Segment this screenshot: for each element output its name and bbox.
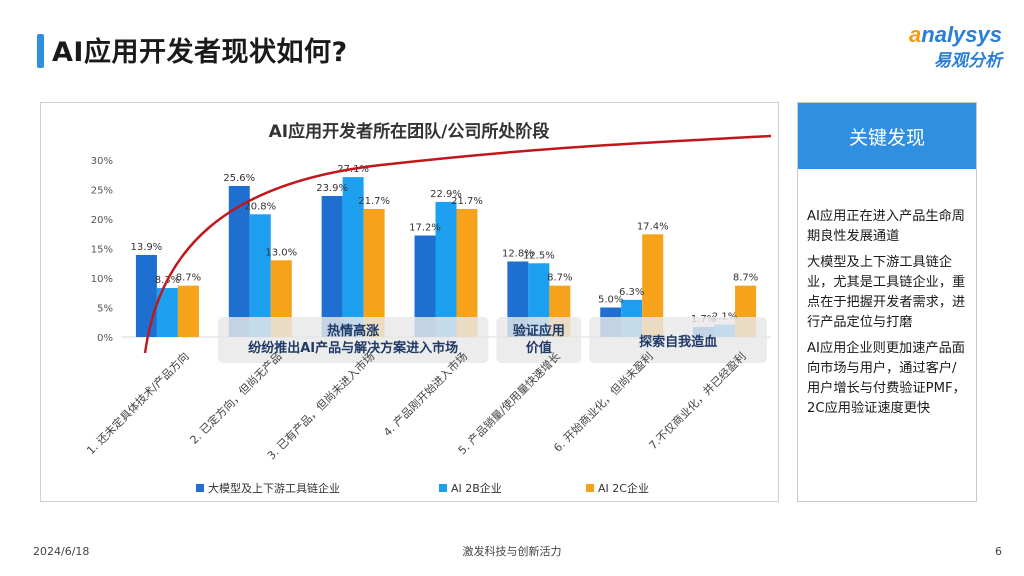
annotation-box	[589, 317, 767, 363]
bar	[363, 208, 385, 337]
x-tick-label: 3. 已有产品，但尚未进入市场	[264, 349, 377, 462]
page-title: AI应用开发者现状如何?	[52, 37, 348, 68]
y-tick-label: 25%	[91, 186, 113, 197]
finding-item: 大模型及上下游工具链企业，尤其是工具链企业，重点在于把握开发者需求，进行产品定位…	[807, 255, 966, 330]
x-tick-label: 1. 还未定具体技术/产品方向	[84, 349, 192, 457]
title-accent-bar	[37, 34, 44, 68]
key-findings-header: 关键发现	[798, 103, 976, 169]
bar-value-label: 13.9%	[131, 242, 163, 253]
bar	[435, 201, 457, 337]
bar-value-label: 17.2%	[409, 223, 441, 234]
legend-swatch	[196, 484, 204, 492]
bar	[156, 288, 178, 337]
bar	[249, 214, 271, 337]
trend-curve	[143, 134, 772, 354]
x-tick-label: 2. 已定方向，但尚无产品	[187, 349, 285, 447]
legend-swatch	[586, 484, 594, 492]
legend-label: AI 2B企业	[451, 481, 502, 495]
legend-label: AI 2C企业	[598, 481, 649, 495]
key-findings-body: AI应用正在进入产品生命周期良性发展通道 大模型及上下游工具链企业，尤其是工具链…	[798, 169, 976, 419]
chart-container: AI应用开发者所在团队/公司所处阶段 0% 5% 10% 15% 20% 25% 30% 1…	[40, 102, 779, 502]
chart-title: AI应用开发者所在团队/公司所处阶段	[269, 121, 550, 142]
x-tick-label: 5. 产品销量/使用量快速增长	[455, 349, 563, 457]
bar-value-label: 17.4%	[637, 221, 669, 232]
bar-value-label: 21.7%	[358, 196, 390, 207]
y-tick-label: 10%	[91, 274, 113, 285]
bar	[177, 285, 199, 337]
footer-date: 2024/6/18	[33, 545, 90, 558]
bar-value-label: 13.0%	[265, 247, 297, 258]
bar	[342, 177, 364, 337]
y-tick-label: 30%	[91, 156, 113, 167]
finding-item: AI应用企业则更加速产品面向市场与用户，通过客户/用户增长与付费验证PMF，2C…	[807, 341, 966, 416]
annotation-text: 纷纷推出AI产品与解决方案进入市场	[248, 340, 458, 356]
bar	[135, 254, 157, 337]
x-tick-label: 7.不仅商业化，并已经盈利	[646, 349, 749, 452]
y-tick-label: 20%	[91, 215, 113, 226]
annotation-text: 热情高涨	[327, 323, 379, 339]
logo-chinese-name: 易观分析	[934, 51, 1002, 71]
finding-item: AI应用正在进入产品生命周期良性发展通道	[807, 209, 965, 244]
key-findings-panel: 关键发现 AI应用正在进入产品生命周期良性发展通道 大模型及上下游工具链企业，尤…	[797, 102, 977, 502]
bar-value-label: 20.8%	[244, 201, 276, 212]
bar-value-label: 8.7%	[547, 273, 572, 284]
bar-chart: AI应用开发者所在团队/公司所处阶段 0% 5% 10% 15% 20% 25% 30% 1…	[84, 121, 772, 495]
logo-wordmark: analysys	[909, 22, 1002, 47]
y-tick-label: 5%	[97, 304, 113, 315]
bar-value-label: 8.7%	[733, 273, 758, 284]
annotation-text: 价值	[526, 340, 552, 356]
bar-value-label: 12.8%	[502, 248, 534, 259]
bar-value-label: 25.6%	[223, 173, 255, 184]
bar-value-label: 6.3%	[619, 287, 644, 298]
annotation-box	[496, 317, 582, 363]
analysys-logo: analysys 易观分析	[909, 22, 1002, 71]
bar-value-label: 5.0%	[598, 295, 623, 306]
y-tick-label: 0%	[97, 333, 113, 344]
annotation-box	[217, 317, 489, 363]
annotation-text: 验证应用	[513, 323, 565, 339]
bar-value-label: 21.7%	[451, 196, 483, 207]
page-number: 6	[995, 545, 1002, 558]
bar	[228, 185, 250, 337]
y-tick-label: 15%	[91, 245, 113, 256]
bar	[456, 208, 478, 337]
bar	[414, 235, 436, 337]
x-tick-label: 6. 开始商业化，但尚未盈利	[550, 349, 655, 454]
bar-value-label: 8.7%	[176, 273, 201, 284]
legend-swatch	[439, 484, 447, 492]
legend-label: 大模型及上下游工具链企业	[208, 481, 340, 495]
bar	[642, 234, 664, 337]
bar	[321, 195, 343, 337]
bar-value-label: 12.5%	[523, 250, 555, 261]
bar-value-label: 22.9%	[430, 189, 462, 200]
annotation-text: 探索自我造血	[639, 334, 717, 350]
footer-slogan: 激发科技与创新活力	[462, 545, 562, 558]
bar-value-label: 23.9%	[316, 183, 348, 194]
